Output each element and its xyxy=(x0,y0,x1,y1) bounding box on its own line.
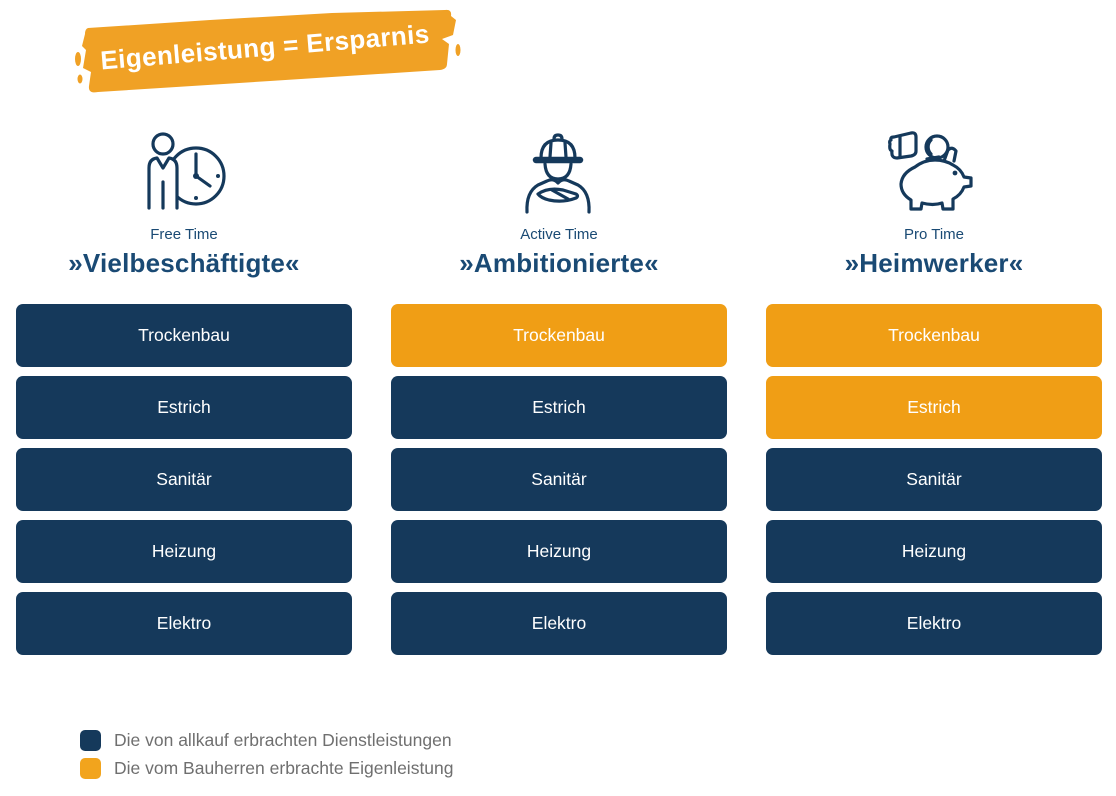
service-list: Trockenbau Estrich Sanitär Heizung Elekt… xyxy=(766,304,1102,655)
person-clock-icon xyxy=(133,130,235,222)
service-pill: Sanitär xyxy=(766,448,1102,511)
service-pill: Sanitär xyxy=(391,448,727,511)
service-list: Trockenbau Estrich Sanitär Heizung Elekt… xyxy=(391,304,727,655)
time-label: Pro Time xyxy=(903,226,964,243)
service-pill: Estrich xyxy=(766,376,1102,439)
construction-worker-icon xyxy=(518,130,600,222)
service-pill: Elektro xyxy=(16,592,352,655)
service-list: Trockenbau Estrich Sanitär Heizung Elekt… xyxy=(16,304,352,655)
persona-title: »Ambitionierte« xyxy=(459,248,659,278)
service-pill: Estrich xyxy=(391,376,727,439)
service-pill: Trockenbau xyxy=(391,304,727,367)
banner: Eigenleistung = Ersparnis xyxy=(70,6,462,100)
service-pill: Heizung xyxy=(391,520,727,583)
service-pill: Estrich xyxy=(16,376,352,439)
brush-stroke xyxy=(75,9,461,93)
column-ambitionierte: Active Time »Ambitionierte« Trockenbau E… xyxy=(391,130,727,655)
legend-row-allkauf: Die von allkauf erbrachten Dienstleistun… xyxy=(80,730,454,751)
service-pill: Trockenbau xyxy=(16,304,352,367)
time-label: Free Time xyxy=(150,226,218,243)
persona-title: »Vielbeschäftigte« xyxy=(68,248,300,278)
service-pill: Elektro xyxy=(766,592,1102,655)
service-pill: Heizung xyxy=(16,520,352,583)
service-pill: Trockenbau xyxy=(766,304,1102,367)
service-pill: Sanitär xyxy=(16,448,352,511)
legend-swatch-navy xyxy=(80,730,101,751)
persona-title: »Heimwerker« xyxy=(844,248,1024,278)
legend-label: Die vom Bauherren erbrachte Eigenleistun… xyxy=(114,758,454,778)
column-heimwerker: Pro Time »Heimwerker« Trockenbau Estrich… xyxy=(766,130,1102,655)
service-pill: Elektro xyxy=(391,592,727,655)
legend-row-eigenleistung: Die vom Bauherren erbrachte Eigenleistun… xyxy=(80,758,454,779)
legend-swatch-orange xyxy=(80,758,101,779)
persona-columns: Free Time »Vielbeschäftigte« Trockenbau … xyxy=(16,130,1102,655)
piggy-bank-icon xyxy=(886,130,982,222)
legend-label: Die von allkauf erbrachten Dienstleistun… xyxy=(114,730,452,750)
service-pill: Heizung xyxy=(766,520,1102,583)
time-label: Active Time xyxy=(520,226,598,243)
column-vielbeschaeftigte: Free Time »Vielbeschäftigte« Trockenbau … xyxy=(16,130,352,655)
legend: Die von allkauf erbrachten Dienstleistun… xyxy=(80,730,454,779)
